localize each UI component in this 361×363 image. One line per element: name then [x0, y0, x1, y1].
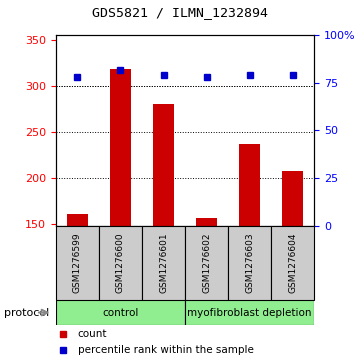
Text: percentile rank within the sample: percentile rank within the sample	[78, 344, 253, 355]
Bar	[196, 219, 217, 226]
Bar	[228, 226, 271, 300]
Text: GSM1276601: GSM1276601	[159, 233, 168, 293]
Bar	[185, 300, 314, 325]
Bar	[56, 226, 99, 300]
Bar	[271, 226, 314, 300]
Bar	[56, 300, 185, 325]
Bar	[99, 226, 142, 300]
Bar	[282, 171, 303, 226]
Bar	[110, 69, 131, 226]
Text: GSM1276599: GSM1276599	[73, 233, 82, 293]
Text: myofibroblast depletion: myofibroblast depletion	[187, 307, 312, 318]
Text: GDS5821 / ILMN_1232894: GDS5821 / ILMN_1232894	[92, 6, 269, 19]
Bar	[153, 104, 174, 226]
Text: protocol: protocol	[4, 307, 49, 318]
Text: GSM1276604: GSM1276604	[288, 233, 297, 293]
Text: count: count	[78, 329, 107, 339]
Bar	[239, 144, 260, 226]
Text: GSM1276600: GSM1276600	[116, 233, 125, 293]
Bar	[67, 214, 88, 226]
Text: GSM1276602: GSM1276602	[202, 233, 211, 293]
Bar	[142, 226, 185, 300]
Text: GSM1276603: GSM1276603	[245, 233, 254, 293]
Bar	[185, 226, 228, 300]
Text: control: control	[102, 307, 139, 318]
